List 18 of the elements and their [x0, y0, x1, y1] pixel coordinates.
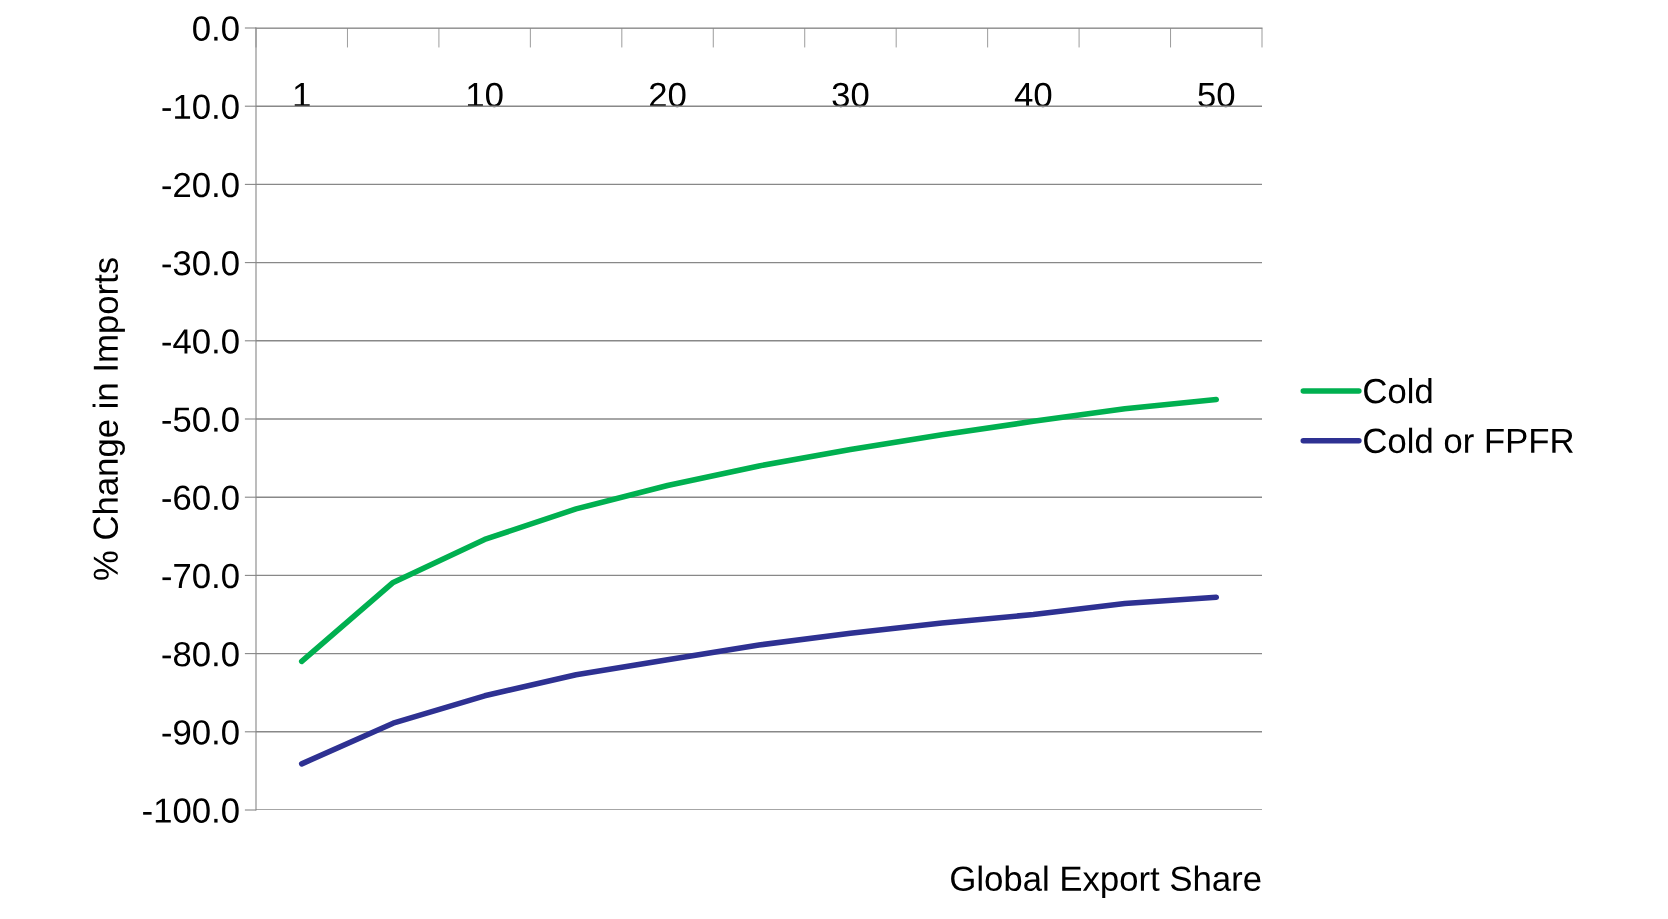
- legend-label: Cold or FPFR: [1364, 427, 1573, 454]
- y-tick-label: -20.0: [162, 172, 239, 198]
- y-tick-label: -50.0: [162, 407, 239, 432]
- x-tick-label: 50: [1198, 82, 1235, 108]
- x-tick-label: 40: [1014, 82, 1052, 108]
- y-tick-label: -30.0: [162, 250, 239, 276]
- y-tick-label: -40.0: [162, 329, 239, 354]
- y-tick-label: -60.0: [162, 485, 239, 511]
- y-tick-label: -90.0: [162, 720, 239, 745]
- y-tick-label: -80.0: [162, 641, 239, 667]
- x-tick-label: 30: [832, 82, 869, 108]
- legend-label: Cold: [1364, 377, 1432, 404]
- y-tick-label: -70.0: [162, 563, 239, 589]
- y-tick-label: -10.0: [162, 94, 239, 120]
- y-axis-title: % Change in Imports: [92, 258, 125, 580]
- y-tick-label: -100.0: [143, 798, 239, 823]
- x-axis-title: Global Export Share: [951, 865, 1261, 898]
- y-tick-label: 0.0: [193, 16, 239, 41]
